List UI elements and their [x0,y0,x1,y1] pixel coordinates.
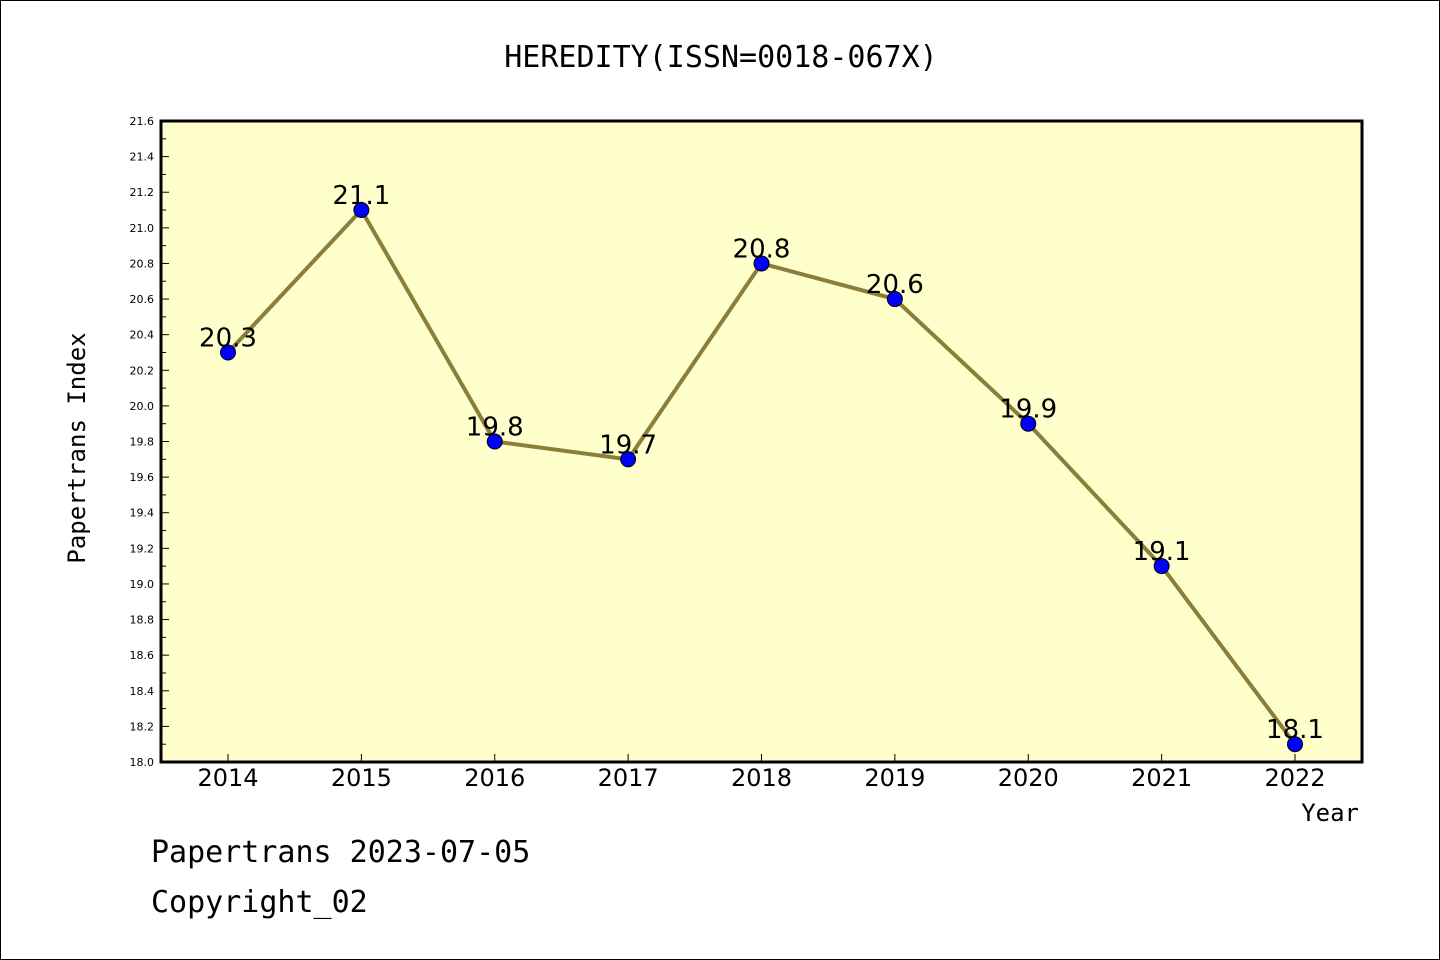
x-axis: 2014 2015 2016 2017 2018 2019 2020 2021 2022 [197,754,1326,792]
x-axis-label: Year [1301,799,1359,827]
y-tick-label: 18.8 [130,614,155,627]
y-tick-label: 19.8 [130,436,155,449]
data-label: 20.8 [733,234,791,264]
y-tick-label: 21.2 [130,186,155,199]
y-tick-label: 20.0 [130,400,155,413]
x-tick-label: 2020 [998,764,1059,792]
x-tick-label: 2015 [331,764,392,792]
data-label: 19.9 [999,395,1057,425]
data-label: 19.1 [1133,537,1191,567]
data-point [220,344,236,361]
data-point [1020,415,1037,432]
data-label: 20.6 [866,270,924,300]
plot-area [159,119,1364,764]
y-tick-label: 20.4 [130,329,155,342]
data-label: 18.1 [1266,715,1324,745]
data-labels: 20.3 21.1 19.8 19.7 20.8 20.6 19.9 19.1 18.1 [199,181,1324,745]
data-point [753,255,770,272]
y-tick-label: 19.4 [130,507,155,520]
y-tick-label: 18.0 [130,756,155,769]
y-tick-label: 20.2 [130,364,155,377]
y-tick-label: 18.2 [130,720,155,733]
data-point [486,433,503,450]
chart-title: HEREDITY(ISSN=0018-067X) [504,40,937,75]
data-label: 19.8 [466,413,524,443]
y-tick-label: 19.6 [130,471,155,484]
data-points [220,202,1303,753]
data-point [1287,736,1303,753]
data-point [620,451,637,468]
data-point [886,291,903,308]
y-axis-label: Papertrans Index [63,332,91,563]
x-tick-label: 2019 [864,764,925,792]
data-label: 19.7 [599,430,657,460]
y-tick-label: 18.6 [130,649,155,662]
data-point [1153,558,1170,575]
y-tick-label: 21.0 [130,222,155,235]
footer-copyright: Copyright_02 [151,885,368,920]
footer-date-line: Papertrans 2023-07-05 [151,835,531,870]
y-tick-label: 20.6 [130,293,155,306]
y-tick-label: 21.4 [130,151,155,164]
x-tick-label: 2018 [731,764,792,792]
y-tick-label: 21.6 [130,115,155,128]
x-tick-label: 2014 [197,764,258,792]
x-tick-label: 2022 [1264,764,1325,792]
x-tick-label: 2021 [1131,764,1192,792]
y-tick-label: 20.8 [130,257,155,270]
y-tick-label: 18.4 [130,685,155,698]
data-point [353,202,370,219]
data-label: 20.3 [199,323,257,353]
y-tick-label: 19.0 [130,578,155,591]
x-tick-label: 2017 [598,764,659,792]
data-label: 21.1 [332,181,390,211]
x-tick-label: 2016 [464,764,525,792]
y-axis: 18.0 18.2 18.4 18.6 18.8 19.0 19.2 19.4 19.6 19.8… [130,115,169,769]
y-tick-label: 19.2 [130,542,155,555]
